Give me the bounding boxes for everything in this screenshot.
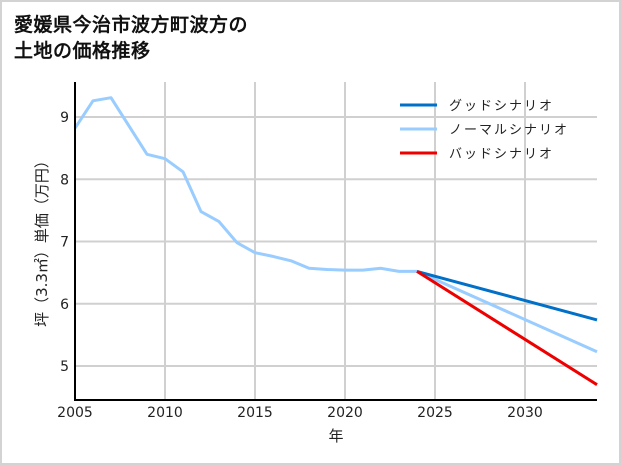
chart-title-line2: 土地の価格推移 [14,40,151,62]
y-tick-label: 7 [60,235,69,251]
y-tick-label: 6 [60,297,69,313]
y-axis-label: 坪（3.3㎡）単価（万円） [33,153,51,327]
x-axis-label: 年 [328,427,343,445]
chart-title: 愛媛県今治市波方町波方の 土地の価格推移 [14,12,248,64]
y-tick-label: 8 [60,172,69,188]
x-tick-label: 2030 [507,405,543,421]
x-tick-label: 2025 [417,405,453,421]
x-tick-label: 2015 [237,405,273,421]
data-series [73,96,598,386]
y-tick-label: 9 [60,110,69,126]
legend-label: グッドシナリオ [449,99,554,114]
series-line [416,269,598,322]
legend-label: ノーマルシナリオ [449,123,569,138]
chart-title-line1: 愛媛県今治市波方町波方の [14,14,249,36]
x-tick-label: 2020 [327,405,363,421]
tick-labels: 2005 2010 2015 2020 2025 2030 5 6 7 8 9 [57,110,543,421]
x-tick-label: 2005 [57,405,93,421]
axes [74,82,597,401]
legend-label: バッドシナリオ [449,147,554,162]
series-line [73,96,598,354]
y-tick-label: 5 [60,359,69,375]
grid-lines [75,82,597,400]
series-line [416,270,598,386]
x-tick-label: 2010 [147,405,183,421]
